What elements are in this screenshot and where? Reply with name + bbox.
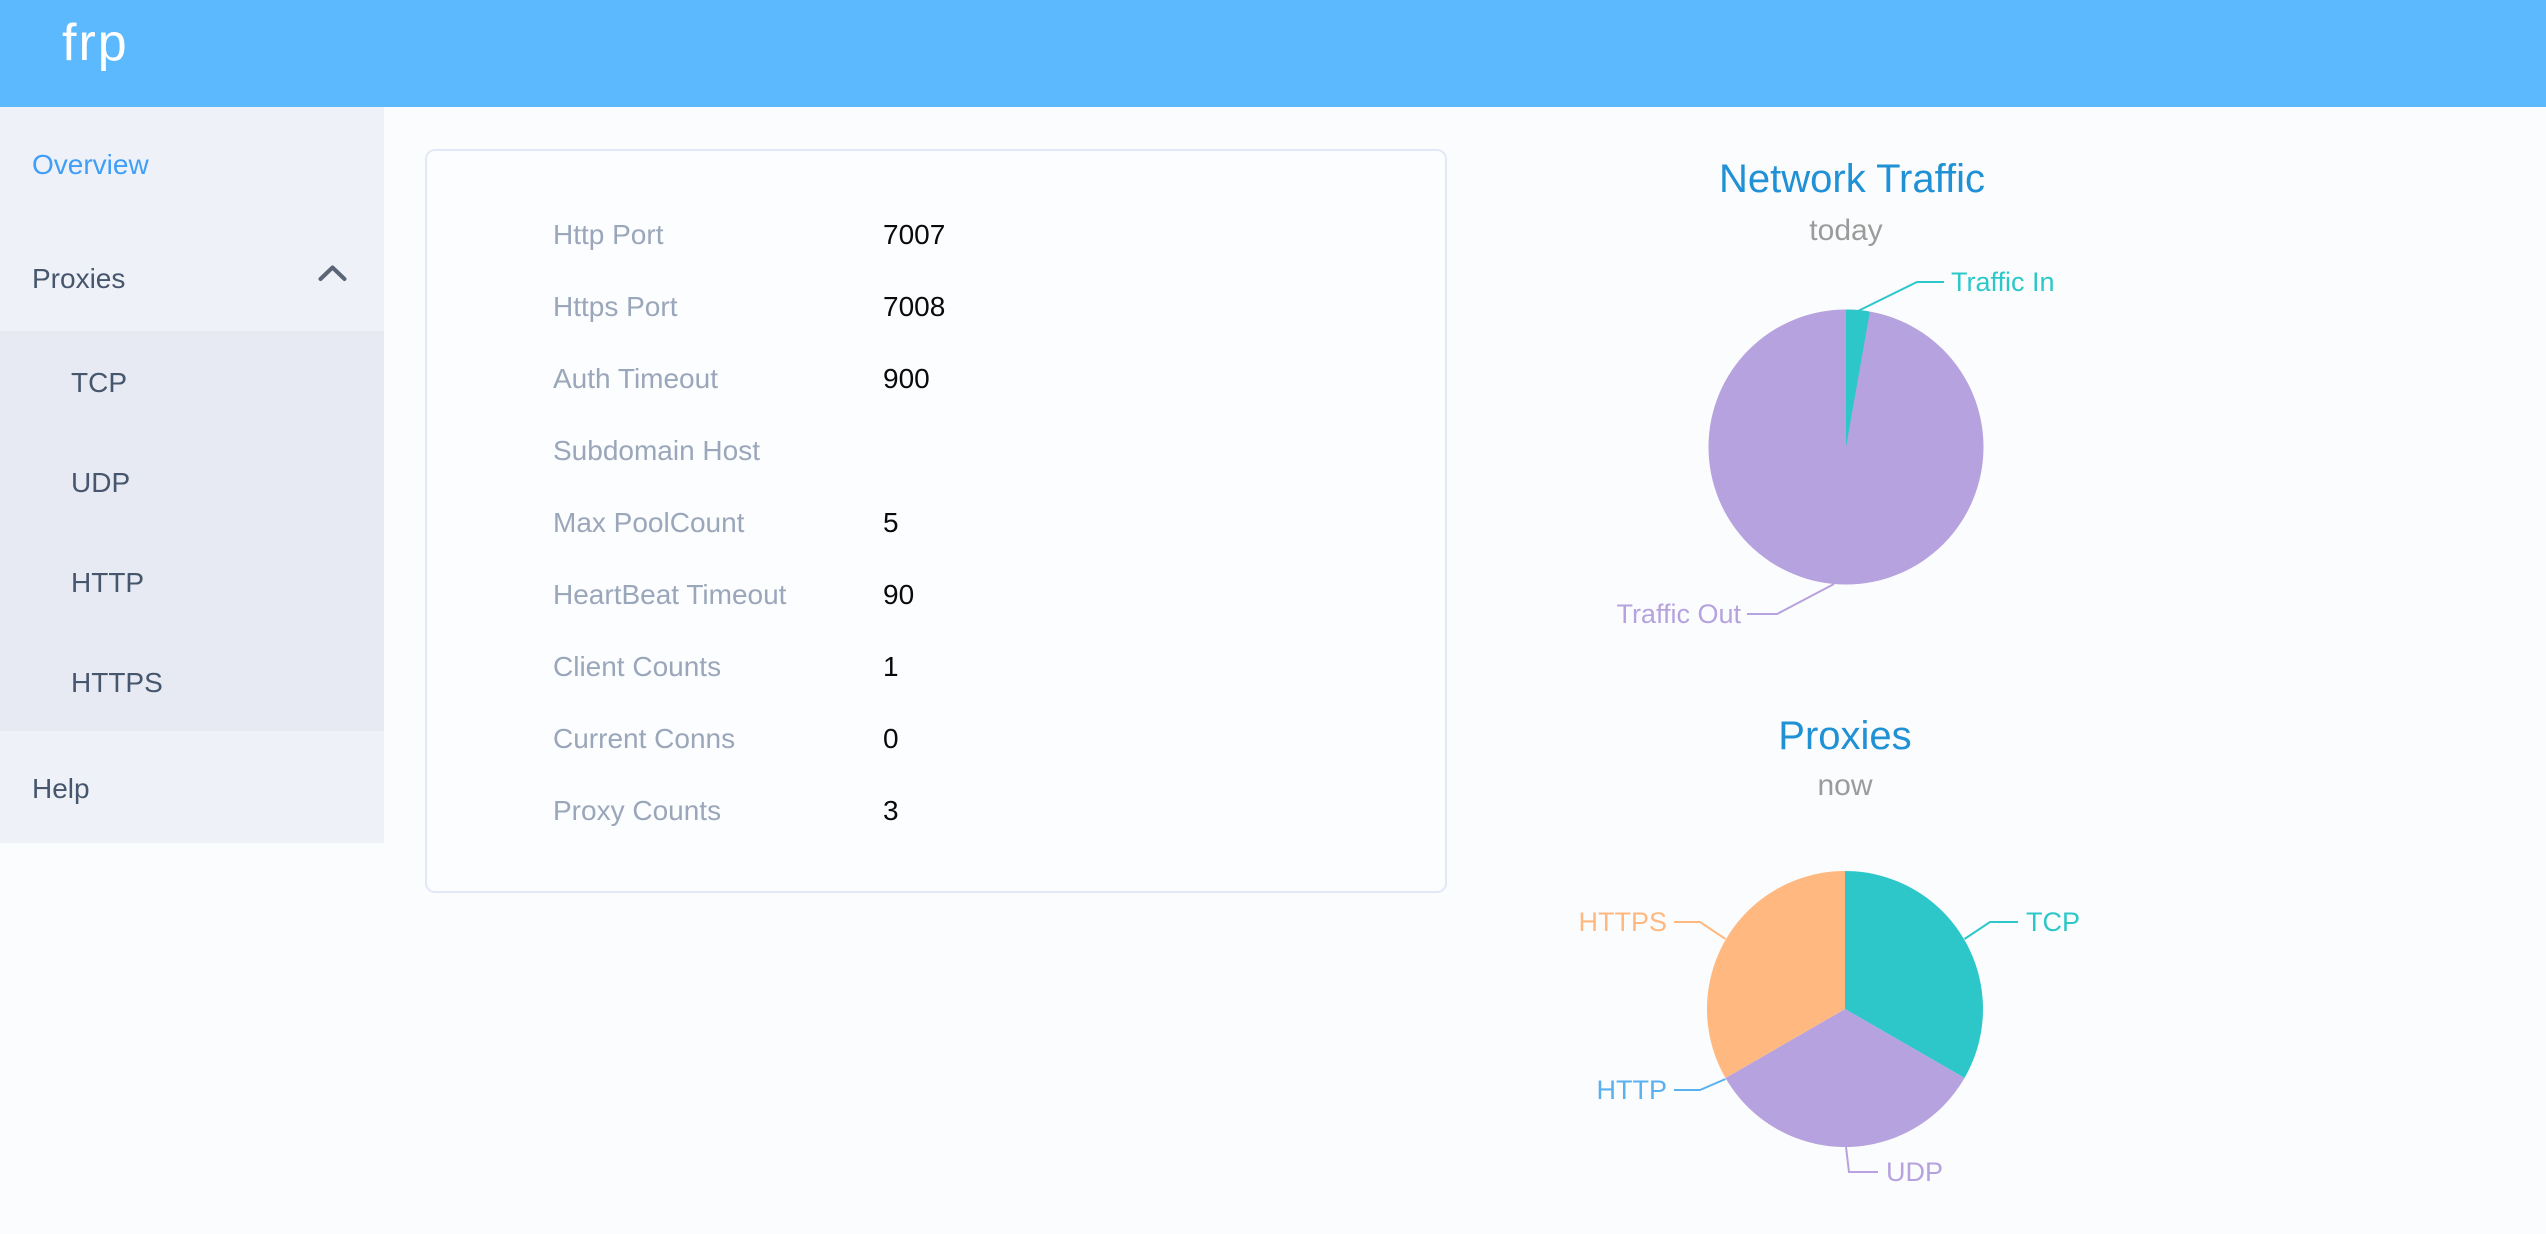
- svg-text:now: now: [1817, 769, 1872, 802]
- svg-text:Proxies: Proxies: [1778, 714, 1911, 758]
- svg-text:Traffic In: Traffic In: [1951, 267, 2055, 297]
- svg-text:HTTPS: HTTPS: [1578, 907, 1667, 937]
- svg-text:today: today: [1809, 214, 1882, 247]
- svg-text:HTTP: HTTP: [1597, 1075, 1668, 1105]
- svg-text:TCP: TCP: [2026, 907, 2080, 937]
- svg-text:UDP: UDP: [1886, 1157, 1943, 1187]
- svg-text:Traffic Out: Traffic Out: [1616, 599, 1741, 629]
- svg-text:Network Traffic: Network Traffic: [1719, 157, 1985, 201]
